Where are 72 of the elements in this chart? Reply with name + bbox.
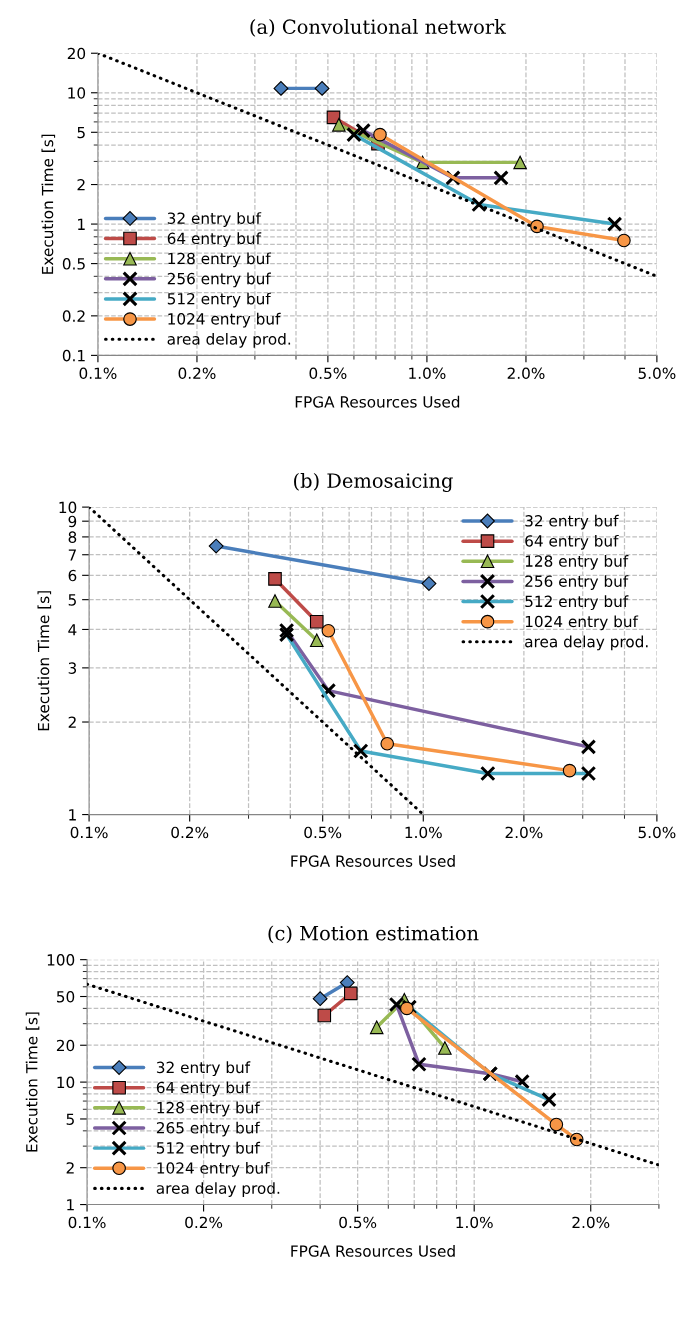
legend-label: 64 entry buf <box>525 534 619 550</box>
legend-label: 128 entry buf <box>157 1101 261 1117</box>
y-tick-label: 50 <box>56 990 75 1003</box>
y-tick-label: 0.2 <box>62 310 85 322</box>
x-tick-label: 0.1% <box>70 826 108 839</box>
x-axis-title: FPGA Resources Used <box>295 395 460 408</box>
y-axis-title: Execution Time [s] <box>41 134 56 274</box>
legend-label: 512 entry buf <box>525 595 629 611</box>
legend-label: 128 entry buf <box>525 555 629 570</box>
legend-label: area delay prod. <box>525 635 648 651</box>
y-tick-label: 3 <box>68 662 77 674</box>
y-tick-label: 2 <box>77 179 85 191</box>
x-tick-label: 1.0% <box>409 367 446 380</box>
y-tick-label: 5 <box>77 126 85 139</box>
y-tick-label: 10 <box>59 501 77 514</box>
x-tick-label: 0.2% <box>171 826 209 839</box>
y-axis-title: Execution Time [s] <box>37 591 52 731</box>
x-tick-label: 0.5% <box>309 367 347 380</box>
y-tick-label: 20 <box>56 1039 75 1052</box>
y-tick-label: 10 <box>68 87 86 99</box>
y-tick-label: 1 <box>69 809 76 821</box>
y-tick-label: 1 <box>78 218 85 230</box>
legend-label: 32 entry buf <box>167 212 262 227</box>
legend-label: 512 entry buf <box>156 1141 261 1157</box>
x-tick-label: 2.0% <box>507 367 545 380</box>
chart-title: (b) Demosaicing <box>294 472 453 492</box>
y-tick-label: 1 <box>67 1199 74 1211</box>
y-tick-label: 8 <box>68 531 77 543</box>
x-tick-label: 5.0% <box>638 367 676 380</box>
x-tick-label: 0.5% <box>304 826 342 839</box>
x-axis-title: FPGA Resources Used <box>291 855 455 867</box>
legend-label: 32 entry buf <box>525 514 619 530</box>
legend-label: area delay prod. <box>156 1182 280 1197</box>
x-tick-label: 1.0% <box>405 826 442 839</box>
x-tick-label: 0.2% <box>178 367 216 380</box>
y-tick-label: 0.5 <box>62 258 85 270</box>
y-axis-title: Execution Time [s] <box>25 1012 40 1152</box>
x-axis-title: FPGA Resources Used <box>291 1245 455 1257</box>
y-tick-label: 4 <box>68 624 77 636</box>
y-tick-label: 5 <box>66 1113 74 1125</box>
legend-label: 256 entry buf <box>167 272 271 288</box>
y-tick-label: 2 <box>66 1162 74 1174</box>
x-tick-label: 0.2% <box>185 1216 223 1229</box>
legend-label: 128 entry buf <box>168 252 271 268</box>
x-tick-label: 1.0% <box>456 1216 493 1229</box>
x-tick-label: 0.5% <box>339 1216 377 1229</box>
y-tick-label: 0.1 <box>62 349 85 362</box>
legend-label: 64 entry buf <box>156 1081 251 1097</box>
x-tick-label: 0.1% <box>79 367 117 380</box>
legend-label: 1024 entry buf <box>168 312 281 328</box>
y-tick-label: 9 <box>68 515 77 528</box>
legend-label: 1024 entry buf <box>157 1162 270 1177</box>
x-tick-label: 5.0% <box>638 826 676 839</box>
legend-label: 512 entry buf <box>167 292 271 308</box>
legend-label: 256 entry buf <box>525 575 629 590</box>
x-tick-label: 0.1% <box>68 1216 106 1229</box>
y-tick-label: 20 <box>67 47 86 60</box>
legend-label: area delay prod. <box>167 332 291 348</box>
x-tick-label: 2.0% <box>572 1216 610 1229</box>
y-tick-label: 7 <box>68 549 76 561</box>
legend-label: 64 entry buf <box>167 232 262 248</box>
y-tick-label: 10 <box>57 1076 75 1089</box>
y-tick-label: 6 <box>68 569 77 582</box>
chart-title: (c) Motion estimation <box>268 925 479 944</box>
x-tick-label: 2.0% <box>505 826 543 839</box>
legend-label: 1024 entry buf <box>525 615 639 631</box>
legend-label: 265 entry buf <box>156 1121 261 1137</box>
legend-label: 32 entry buf <box>156 1061 251 1077</box>
y-tick-label: 5 <box>68 594 76 606</box>
chart-title: (a) Convolutional network <box>250 19 507 37</box>
y-tick-label: 2 <box>68 716 76 728</box>
y-tick-label: 100 <box>47 954 75 966</box>
